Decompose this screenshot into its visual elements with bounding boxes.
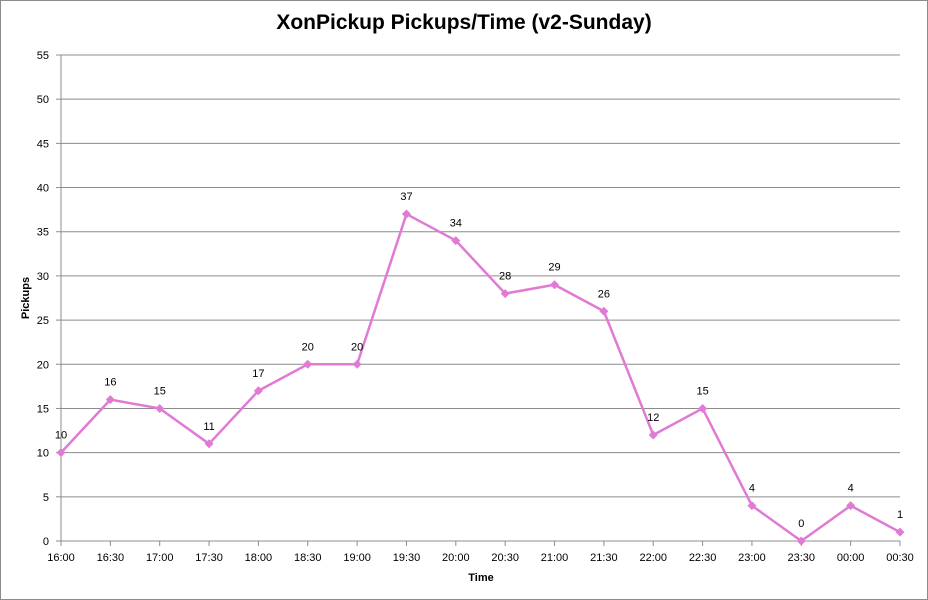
x-tick-label: 21:00 [541, 552, 569, 564]
data-label: 15 [696, 385, 708, 397]
data-point [451, 236, 461, 246]
data-point [747, 501, 757, 511]
gridlines [56, 54, 901, 546]
x-tick-label: 22:00 [639, 552, 667, 564]
data-label: 37 [400, 191, 412, 203]
data-label: 34 [450, 218, 462, 230]
data-point [796, 536, 806, 546]
x-tick-label: 18:00 [245, 552, 273, 564]
data-label: 20 [351, 341, 363, 353]
x-tick-label: 20:30 [491, 552, 519, 564]
data-label: 4 [848, 483, 854, 495]
x-tick-label: 16:30 [97, 552, 125, 564]
data-label: 20 [302, 341, 314, 353]
x-tick-label: 00:30 [886, 552, 914, 564]
x-tick-label: 20:00 [442, 552, 470, 564]
data-point [698, 403, 708, 413]
data-label: 10 [55, 430, 67, 442]
y-tick-label: 25 [37, 315, 49, 327]
series-group [56, 209, 905, 546]
data-point [253, 386, 263, 396]
data-label: 15 [154, 385, 166, 397]
data-point [648, 430, 658, 440]
data-point [846, 501, 856, 511]
data-point [303, 359, 313, 369]
data-point [352, 359, 362, 369]
data-point [500, 289, 510, 299]
data-label: 4 [749, 483, 755, 495]
data-label: 28 [499, 271, 511, 283]
data-label: 11 [203, 421, 214, 433]
x-tick-label: 00:00 [837, 552, 865, 564]
data-label: 29 [548, 262, 560, 274]
y-tick-label: 20 [37, 359, 49, 371]
y-tick-label: 5 [43, 492, 49, 504]
series-line [60, 212, 901, 543]
data-point [204, 439, 214, 449]
x-tick-label: 23:30 [788, 552, 816, 564]
data-label: 0 [798, 518, 804, 530]
x-tick-labels: 16:00 16:30 17:00 17:30 18:00 18:30 19:00 19:30… [47, 552, 914, 564]
y-tick-labels: 0 5 10 15 20 25 30 35 40 45 50 55 [37, 50, 49, 548]
data-label: 1 [897, 509, 903, 521]
y-tick-label: 10 [37, 448, 49, 460]
y-tick-label: 50 [37, 94, 49, 106]
y-tick-label: 45 [37, 138, 49, 150]
data-point [599, 306, 609, 316]
data-labels: 10 16 15 11 17 20 20 37 34 28 29 26 12 15 4 0 4 1 [55, 191, 903, 530]
x-axis-label: Time [468, 572, 493, 584]
data-point [550, 280, 560, 290]
data-point [56, 448, 66, 458]
x-tick-label: 16:00 [47, 552, 75, 564]
x-tick-label: 22:30 [689, 552, 717, 564]
x-tick-label: 18:30 [294, 552, 322, 564]
data-label: 16 [104, 377, 116, 389]
x-tick-label: 17:30 [195, 552, 223, 564]
y-tick-label: 15 [37, 403, 49, 415]
data-point [895, 527, 905, 537]
y-tick-label: 55 [37, 50, 49, 62]
chart-title: XonPickup Pickups/Time (v2-Sunday) [276, 11, 652, 34]
x-tick-label: 21:30 [590, 552, 618, 564]
y-tick-label: 0 [43, 536, 49, 548]
x-tick-label: 19:00 [343, 552, 371, 564]
y-tick-label: 40 [37, 183, 49, 195]
y-tick-label: 30 [37, 271, 49, 283]
x-tick-label: 23:00 [738, 552, 766, 564]
data-point [105, 395, 115, 405]
y-tick-label: 35 [37, 227, 49, 239]
x-tick-label: 19:30 [393, 552, 421, 564]
data-point [401, 209, 411, 219]
data-label: 12 [647, 412, 659, 424]
data-label: 17 [252, 368, 264, 380]
y-axis-label: Pickups [20, 277, 32, 319]
data-label: 26 [598, 288, 610, 300]
data-point [155, 403, 165, 413]
x-tick-label: 17:00 [146, 552, 174, 564]
